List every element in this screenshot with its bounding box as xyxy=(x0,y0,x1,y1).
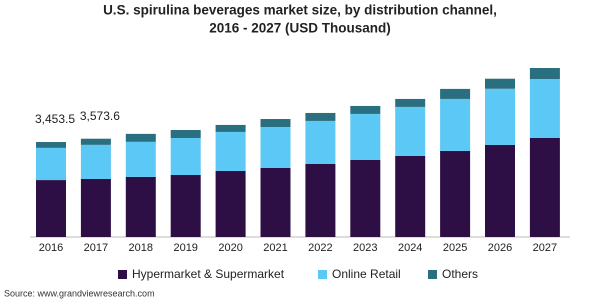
bar-segment xyxy=(350,113,381,160)
bar-segment xyxy=(395,98,426,107)
x-tick-label: 2027 xyxy=(533,242,557,254)
bar-segment xyxy=(215,124,246,132)
chart-title: U.S. spirulina beverages market size, by… xyxy=(103,3,497,18)
bar-segment xyxy=(529,68,560,80)
x-tick-label: 2019 xyxy=(173,242,197,254)
bar-segment xyxy=(36,142,66,148)
x-tick-label: 2021 xyxy=(263,242,287,254)
bar-segment xyxy=(125,141,156,177)
bar-segment xyxy=(305,120,336,164)
bar-segment xyxy=(170,137,201,175)
legend-label: Others xyxy=(442,267,478,281)
bar-segment xyxy=(305,112,336,121)
bar-segment xyxy=(305,163,336,237)
bar-segment xyxy=(170,130,201,138)
bar-segment xyxy=(36,180,66,237)
bar-segment xyxy=(440,150,471,237)
bar-segment xyxy=(395,106,426,156)
x-tick-label: 2018 xyxy=(129,242,153,254)
bar-segment xyxy=(529,137,560,237)
source: Source: www.grandviewresearch.com xyxy=(4,288,155,298)
total-label: 3,573.6 xyxy=(80,109,120,123)
bar-segment xyxy=(36,147,66,181)
bar-segment xyxy=(125,176,156,237)
x-tick-label: 2023 xyxy=(353,242,377,254)
bar-segment xyxy=(260,167,291,237)
bar-segment xyxy=(215,170,246,237)
x-tick-label: 2016 xyxy=(39,242,63,254)
bar-segment xyxy=(440,88,471,99)
total-label: 3,453.5 xyxy=(35,112,75,126)
bar-segment xyxy=(170,174,201,237)
bar-segment xyxy=(529,79,560,138)
bar-segment xyxy=(350,159,381,237)
bar-segment xyxy=(215,131,246,171)
x-tick-label: 2024 xyxy=(398,242,422,254)
bar-segment xyxy=(485,78,515,89)
chart-title: 2016 - 2027 (USD Thousand) xyxy=(209,21,391,36)
x-tick-label: 2026 xyxy=(488,242,512,254)
legend-swatch xyxy=(318,270,327,279)
x-tick-label: 2025 xyxy=(443,242,467,254)
bar-segment xyxy=(80,178,111,237)
bar-segment xyxy=(260,119,291,127)
bar-segment xyxy=(260,126,291,168)
bar-segment xyxy=(125,133,156,142)
x-tick-label: 2020 xyxy=(218,242,242,254)
bar-segment xyxy=(485,144,515,237)
bar-segment xyxy=(80,144,111,179)
bar-segment xyxy=(350,105,381,114)
legend-swatch xyxy=(428,270,437,279)
legend-label: Online Retail xyxy=(332,267,401,281)
bar-segment xyxy=(440,98,471,151)
legend-swatch xyxy=(118,270,127,279)
x-tick-label: 2022 xyxy=(308,242,332,254)
legend-label: Hypermarket & Supermarket xyxy=(132,267,285,281)
bar-segment xyxy=(80,138,111,145)
x-tick-label: 2017 xyxy=(84,242,108,254)
bar-segment xyxy=(395,155,426,237)
bar-segment xyxy=(485,88,515,145)
